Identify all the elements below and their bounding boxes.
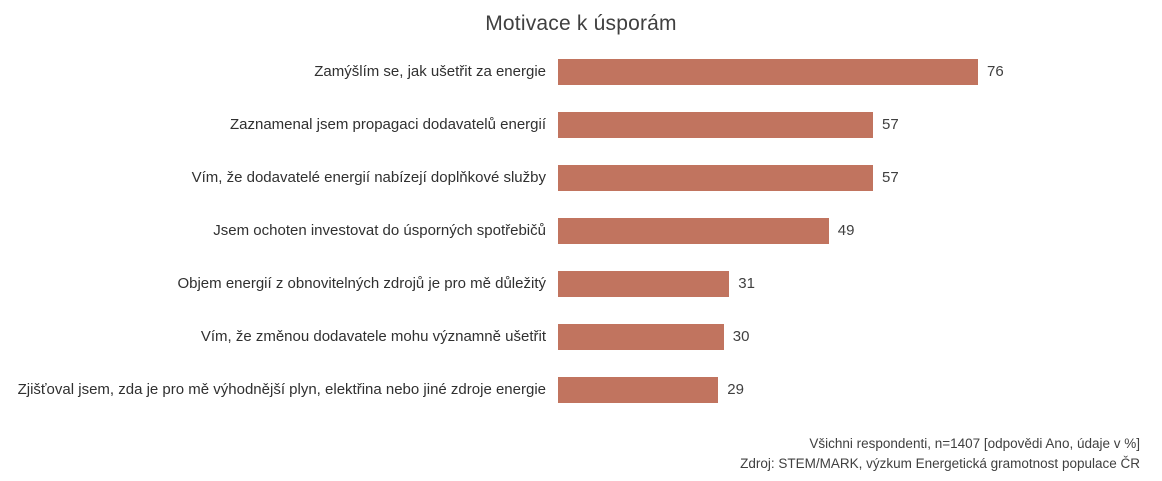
category-label: Vím, že dodavatelé energií nabízejí dopl… (191, 169, 546, 186)
bar (558, 323, 724, 350)
category-label: Jsem ochoten investovat do úsporných spo… (213, 222, 546, 239)
bar (558, 58, 978, 85)
bar-row: Zjišťoval jsem, zda je pro mě výhodnější… (0, 363, 1162, 416)
bar (558, 164, 873, 191)
bar-row: Zaznamenal jsem propagaci dodavatelů ene… (0, 98, 1162, 151)
bar-rows: Zamýšlím se, jak ušetřit za energie 76 Zaz… (0, 45, 1162, 416)
bar (558, 270, 730, 297)
value-label: 49 (837, 222, 855, 239)
bar-row: Jsem ochoten investovat do úsporných spo… (0, 204, 1162, 257)
bar (558, 111, 873, 138)
footer-line-source: Zdroj: STEM/MARK, výzkum Energetická gra… (740, 456, 1140, 471)
bar-row: Zamýšlím se, jak ušetřit za energie 76 (0, 45, 1162, 98)
value-label: 30 (732, 328, 750, 345)
value-label: 76 (987, 63, 1004, 80)
bar (558, 376, 719, 403)
value-label: 29 (727, 381, 744, 398)
value-label: 57 (882, 169, 899, 186)
bar-row: Objem energií z obnovitelných zdrojů je … (0, 257, 1162, 310)
value-label: 31 (738, 275, 755, 292)
chart-title: Motivace k úsporám (485, 12, 677, 35)
value-label: 57 (882, 116, 899, 133)
bar-row: Vím, že dodavatelé energií nabízejí dopl… (0, 151, 1162, 204)
category-label: Zjišťoval jsem, zda je pro mě výhodnější… (17, 381, 546, 398)
category-label: Zamýšlím se, jak ušetřit za energie (314, 63, 546, 80)
footer-note: Všichni respondenti, n=1407 [odpovědi An… (740, 434, 1140, 474)
footer-line-respondents: Všichni respondenti, n=1407 [odpovědi An… (809, 436, 1140, 451)
category-label: Vím, že změnou dodavatele mohu významně … (200, 328, 546, 345)
category-label: Objem energií z obnovitelných zdrojů je … (177, 275, 546, 292)
category-label: Zaznamenal jsem propagaci dodavatelů ene… (229, 116, 546, 133)
bar-row: Vím, že změnou dodavatele mohu významně … (0, 310, 1162, 363)
bar (558, 217, 829, 244)
